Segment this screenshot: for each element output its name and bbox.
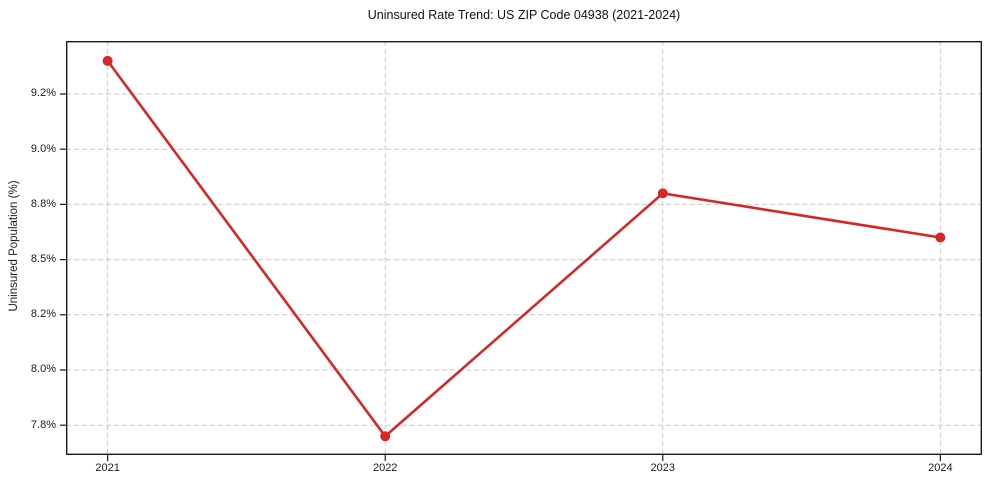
- y-tick-label: 9.0%: [30, 142, 56, 155]
- x-tick-label: 2023: [650, 462, 676, 474]
- y-tick-label: 8.0%: [30, 363, 56, 376]
- x-tick-label: 2022: [372, 462, 398, 474]
- plot-area: [60, 40, 982, 461]
- data-point-marker: [657, 188, 668, 199]
- x-tick-label: 2024: [928, 462, 953, 474]
- data-point-marker: [935, 232, 946, 243]
- trend-line: [106, 59, 942, 438]
- y-tick-label: 7.8%: [30, 418, 56, 431]
- x-tick-label: 2021: [95, 462, 120, 474]
- y-tick-label: 8.8%: [30, 197, 56, 210]
- y-tick-label: 8.2%: [30, 308, 56, 321]
- plot-frame: [65, 40, 982, 456]
- data-point-marker: [102, 55, 113, 66]
- data-point-marker: [380, 431, 391, 442]
- y-tick-label: 9.2%: [30, 87, 56, 100]
- y-tick-label: 8.5%: [30, 253, 56, 266]
- chart-title: Uninsured Rate Trend: US ZIP Code 04938 …: [367, 8, 681, 22]
